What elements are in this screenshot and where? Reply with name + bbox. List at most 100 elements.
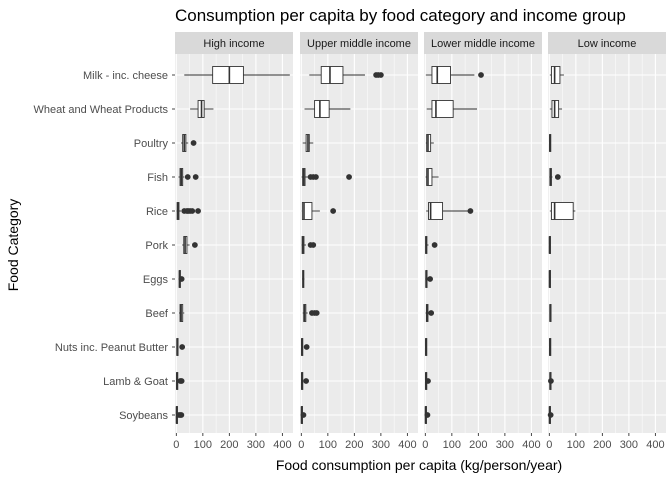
x-tick-label: 100 <box>567 439 585 451</box>
iqr-box <box>550 202 574 220</box>
facet-strip-label: High income <box>203 38 264 50</box>
boxplot-poultry <box>302 134 314 152</box>
boxplot-rice <box>301 202 337 220</box>
boxplot-pork <box>301 236 317 254</box>
outlier-point <box>548 378 554 384</box>
outlier-point <box>189 208 196 214</box>
outlier-point <box>313 310 320 316</box>
outlier-point <box>300 412 307 418</box>
x-tick-label: 100 <box>443 439 461 451</box>
boxplot-nuts-inc-peanut-butter <box>425 338 428 356</box>
boxplot-lamb-goat <box>425 372 431 390</box>
boxplot-wheat-and-wheat-products <box>426 100 478 118</box>
outlier-point <box>192 174 199 180</box>
boxplot-rice <box>176 202 201 220</box>
x-tick-label: 300 <box>247 439 265 451</box>
outlier-point <box>428 310 435 316</box>
boxplot-pork <box>548 236 551 254</box>
x-tick-label: 100 <box>194 439 212 451</box>
outlier-point <box>425 378 431 384</box>
boxplot-milk-inc-cheese <box>425 66 484 84</box>
category-label: Pork <box>145 240 168 252</box>
boxplot-rice <box>549 202 576 220</box>
iqr-box <box>320 66 344 84</box>
outlier-point <box>184 174 191 180</box>
boxplot-poultry <box>181 134 197 152</box>
category-label: Milk - inc. cheese <box>83 70 168 82</box>
boxplot-beef <box>425 304 435 322</box>
boxplot-beef <box>302 304 320 322</box>
x-tick-label: 0 <box>546 439 552 451</box>
category-label: Soybeans <box>119 410 168 422</box>
category-label: Poultry <box>134 138 169 150</box>
x-tick-label: 400 <box>646 439 664 451</box>
category-label: Fish <box>147 172 168 184</box>
x-axis-title: Food consumption per capita (kg/person/y… <box>276 457 562 473</box>
iqr-box <box>428 202 444 220</box>
category-label: Beef <box>145 308 169 320</box>
category-label: Rice <box>146 206 168 218</box>
outlier-point <box>346 174 352 180</box>
outlier-point <box>427 276 433 282</box>
category-label: Wheat and Wheat Products <box>33 104 168 116</box>
iqr-box <box>426 168 433 186</box>
boxplot-lamb-goat <box>176 372 185 390</box>
boxplot-wheat-and-wheat-products <box>190 100 214 118</box>
boxplot-rice <box>426 202 474 220</box>
facet-strip <box>175 32 293 54</box>
outlier-point <box>179 344 186 350</box>
y-axis-title: Food Category <box>5 199 21 292</box>
boxplot-soybeans <box>424 406 431 424</box>
iqr-box <box>431 100 454 118</box>
x-tick-label: 200 <box>220 439 238 451</box>
x-tick-label: 400 <box>398 439 416 451</box>
x-tick-label: 300 <box>496 439 514 451</box>
boxplot-fish <box>549 168 561 186</box>
boxplot-nuts-inc-peanut-butter <box>176 338 186 356</box>
boxplot-soybeans <box>175 406 185 424</box>
boxplot-eggs <box>302 270 305 288</box>
panel-background <box>548 54 666 433</box>
iqr-box <box>301 202 313 220</box>
iqr-box <box>431 66 451 84</box>
category-label: Nuts inc. Peanut Butter <box>55 342 168 354</box>
outlier-point <box>554 174 561 180</box>
outlier-point <box>431 242 438 248</box>
iqr-box <box>314 100 330 118</box>
boxplot-wheat-and-wheat-products <box>549 100 563 118</box>
iqr-box <box>212 66 244 84</box>
boxplot-milk-inc-cheese <box>184 66 290 84</box>
outlier-point <box>190 140 197 146</box>
x-tick-label: 0 <box>422 439 428 451</box>
x-tick-label: 0 <box>298 439 304 451</box>
facet-strip <box>424 32 542 54</box>
boxplot-soybeans <box>547 406 554 424</box>
x-tick-label: 300 <box>620 439 638 451</box>
boxplot-beef <box>549 304 552 322</box>
outlier-point <box>424 412 431 418</box>
x-tick-label: 100 <box>319 439 337 451</box>
x-tick-label: 400 <box>522 439 540 451</box>
facet-strip <box>300 32 418 54</box>
facet-strip <box>548 32 666 54</box>
boxplot-fish <box>301 168 352 186</box>
outlier-point <box>178 276 185 282</box>
x-tick-label: 400 <box>273 439 291 451</box>
iqr-box <box>550 66 561 84</box>
category-label: Eggs <box>143 274 169 286</box>
boxplot-fish <box>178 168 199 186</box>
boxplot-pork <box>182 236 198 254</box>
outlier-point <box>547 412 554 418</box>
outlier-point <box>310 242 317 248</box>
boxplot-beef <box>178 304 185 322</box>
boxplot-poultry <box>549 134 552 152</box>
outlier-point <box>303 378 309 384</box>
boxplot-eggs <box>425 270 433 288</box>
chart-title: Consumption per capita by food category … <box>175 6 626 25</box>
facet-panel: High income 0 100 200 300 400 <box>173 32 293 451</box>
boxplot-fish <box>425 168 439 186</box>
category-labels: Milk - inc. cheese Wheat and Wheat Produc… <box>33 70 175 422</box>
